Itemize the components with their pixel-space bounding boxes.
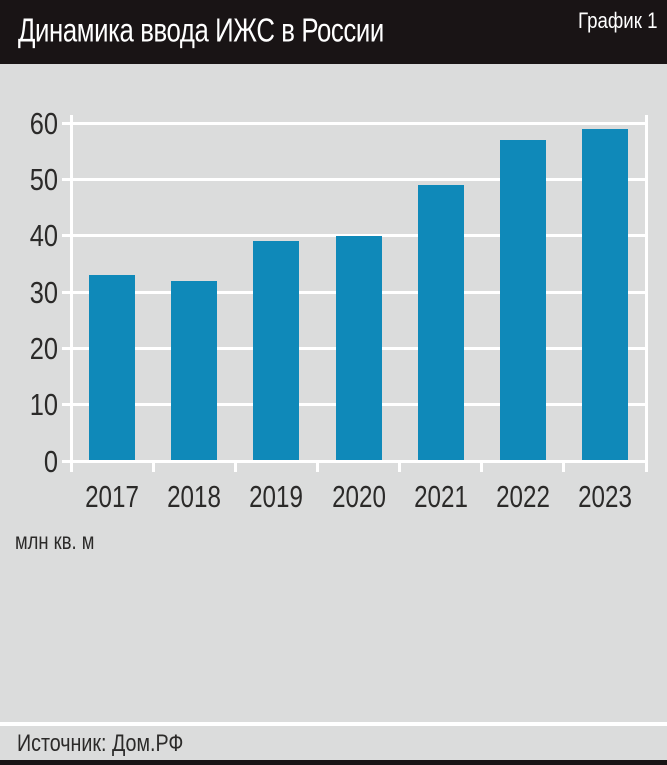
bottom-rule — [0, 760, 667, 765]
plot-right-border — [644, 115, 648, 472]
gridline — [62, 121, 648, 125]
y-tick-label: 20 — [29, 330, 58, 366]
x-tick-label: 2020 — [331, 479, 386, 514]
y-tick-label: 30 — [29, 274, 58, 310]
footer-separator-line — [0, 722, 667, 726]
x-axis-line — [62, 459, 648, 463]
bar-2021 — [417, 184, 464, 461]
x-tick-label: 2017 — [85, 479, 139, 514]
x-tick-label: 2019 — [249, 479, 304, 514]
x-axis-tick — [398, 461, 402, 472]
y-tick-label: 40 — [29, 218, 58, 254]
bar-2023 — [581, 128, 628, 461]
x-tick-label: 2018 — [167, 479, 222, 514]
bar-2017 — [89, 275, 136, 461]
page-title: Динамика ввода ИЖС в России — [18, 11, 384, 49]
x-tick-label: 2021 — [413, 479, 468, 514]
y-tick-label: 60 — [29, 105, 58, 141]
y-axis-unit-label: млн кв. м — [15, 528, 95, 554]
footer: Источник: Дом.РФ — [0, 726, 667, 760]
chart-area: млн кв. м 0 10 20 30 40 50 60 2017 2018 2019 2020 2… — [0, 64, 667, 722]
bar-2022 — [499, 139, 546, 461]
y-tick-label: 10 — [29, 387, 58, 423]
y-axis-line — [69, 115, 73, 472]
x-axis-tick — [480, 461, 484, 472]
chart-header: Динамика ввода ИЖС в России График 1 — [0, 0, 667, 64]
x-axis-tick — [151, 461, 155, 472]
bar-2018 — [171, 280, 218, 461]
x-axis-tick — [315, 461, 319, 472]
x-axis-tick — [233, 461, 237, 472]
y-tick-label: 50 — [29, 161, 58, 197]
chart-number-badge: График 1 — [578, 8, 658, 33]
gridline — [62, 177, 648, 181]
y-tick-label: 0 — [43, 443, 58, 479]
bar-2020 — [335, 235, 382, 461]
x-tick-label: 2023 — [578, 479, 632, 514]
source-credit: Источник: Дом.РФ — [17, 730, 184, 757]
bar-2019 — [253, 241, 300, 461]
x-tick-label: 2022 — [495, 479, 550, 514]
x-axis-tick — [562, 461, 566, 472]
